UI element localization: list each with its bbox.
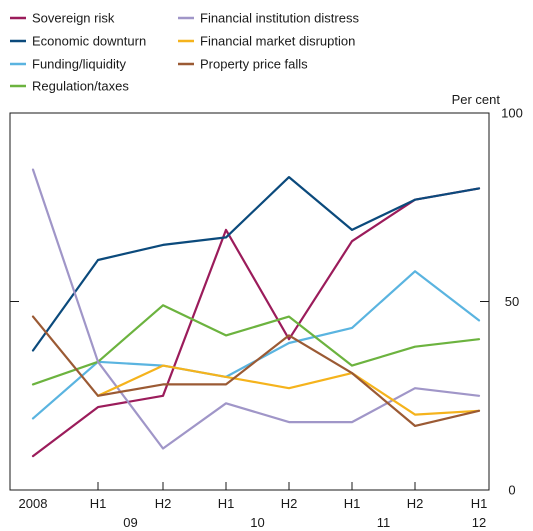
x-tick-label: H2 <box>281 496 298 511</box>
plot-frame <box>9 112 490 491</box>
y-tick-label: 100 <box>501 106 523 121</box>
legend-item-financial-institution-distress: Financial institution distress <box>178 11 359 26</box>
x-tick-label: H1 <box>471 496 488 511</box>
legend-label: Regulation/taxes <box>32 79 129 94</box>
legend-item-regulation-taxes: Regulation/taxes <box>10 79 129 94</box>
x-tick-label: H2 <box>155 496 172 511</box>
series-line-regulation-taxes <box>31 304 481 386</box>
legend-label: Property price falls <box>200 57 308 72</box>
x-tick-label: H1 <box>344 496 361 511</box>
legend-item-property-price-falls: Property price falls <box>178 57 308 72</box>
series-line-financial-institution-distress <box>31 168 481 450</box>
x-tick-label: H2 <box>407 496 424 511</box>
x-tick-label: H1 <box>90 496 107 511</box>
legend-label: Sovereign risk <box>32 11 115 26</box>
series-line-economic-downturn <box>31 176 481 352</box>
x-year-label: 11 <box>377 515 391 530</box>
legend-label: Financial institution distress <box>200 11 359 26</box>
series-lines <box>31 168 481 458</box>
legend-item-sovereign-risk: Sovereign risk <box>10 11 115 26</box>
x-year-label: 10 <box>250 515 264 530</box>
y-axis: 0 50 100 <box>10 106 523 498</box>
y-tick-label: 0 <box>508 483 515 498</box>
y-axis-unit-label: Per cent <box>452 92 501 107</box>
y-tick-label: 50 <box>505 294 519 309</box>
legend-item-economic-downturn: Economic downturn <box>10 34 146 49</box>
legend-label: Economic downturn <box>32 34 146 49</box>
legend-item-funding-liquidity: Funding/liquidity <box>10 57 126 72</box>
x-axis: 2008 H1 H2 H1 H2 H1 H2 H1 09 10 11 12 <box>19 482 488 530</box>
legend-item-financial-market-disruption: Financial market disruption <box>178 34 355 49</box>
x-tick-label: 2008 <box>19 496 48 511</box>
x-tick-label: H1 <box>218 496 235 511</box>
legend: Sovereign risk Financial institution dist… <box>10 11 359 94</box>
series-line-property-price-falls <box>31 315 481 427</box>
x-year-label: 12 <box>472 515 486 530</box>
legend-label: Funding/liquidity <box>32 57 126 72</box>
series-line-financial-market-disruption <box>96 364 481 416</box>
legend-label: Financial market disruption <box>200 34 355 49</box>
series-line-sovereign-risk <box>31 187 481 458</box>
x-year-label: 09 <box>123 515 137 530</box>
